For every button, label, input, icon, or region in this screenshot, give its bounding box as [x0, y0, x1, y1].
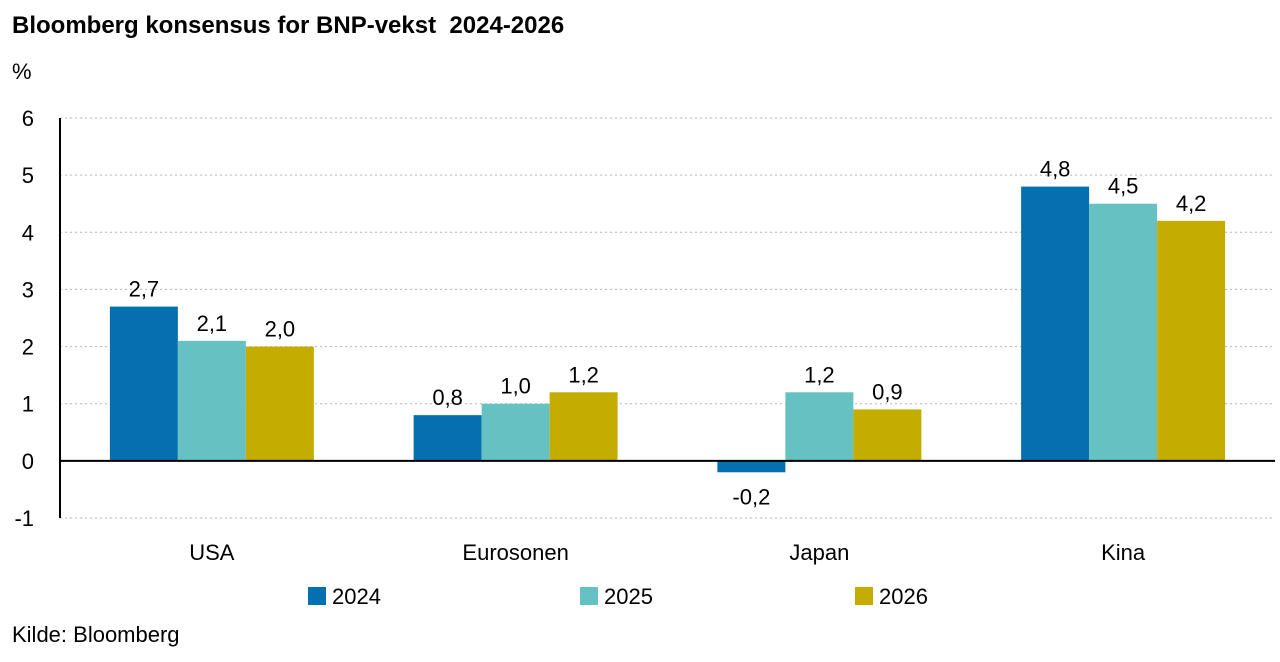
y-tick-label: 0	[22, 449, 34, 474]
y-axis-ticks: -1 0 1 2 3 4 5 6	[14, 106, 34, 531]
bar	[109, 306, 178, 461]
data-label: 0,9	[872, 379, 903, 404]
category-label: Japan	[789, 540, 849, 565]
bar	[717, 460, 786, 473]
legend: 2024 2025 2026	[308, 584, 928, 609]
data-label: 0,8	[432, 385, 463, 410]
bar	[1157, 220, 1226, 461]
source-note: Kilde: Bloomberg	[12, 622, 180, 647]
category-labels: USA Eurosonen Japan Kina	[189, 540, 1146, 565]
y-tick-label: 1	[22, 392, 34, 417]
data-label: -0,2	[732, 484, 770, 509]
bar	[549, 392, 618, 461]
legend-label: 2026	[879, 584, 928, 609]
data-label: 4,2	[1176, 191, 1207, 216]
bar	[1021, 186, 1090, 461]
data-label: 1,0	[500, 374, 531, 399]
legend-label: 2025	[604, 584, 653, 609]
bars	[109, 186, 1226, 473]
y-tick-label: 3	[22, 277, 34, 302]
legend-swatch	[308, 587, 326, 605]
y-tick-label: 5	[22, 163, 34, 188]
data-label: 2,1	[197, 311, 228, 336]
gridlines	[59, 117, 1275, 519]
category-label: Kina	[1101, 540, 1146, 565]
bar	[413, 415, 482, 461]
legend-label: 2024	[332, 584, 381, 609]
y-tick-label: 4	[22, 220, 34, 245]
y-axis-unit: %	[12, 59, 32, 84]
bar	[245, 346, 314, 461]
bar	[481, 403, 550, 461]
bar	[785, 392, 854, 461]
bar	[853, 409, 922, 461]
y-tick-label: 6	[22, 106, 34, 131]
data-label: 1,2	[804, 362, 835, 387]
chart-title: Bloomberg konsensus for BNP-vekst 2024-2…	[12, 12, 565, 39]
category-label: USA	[189, 540, 235, 565]
y-tick-label: 2	[22, 335, 34, 360]
legend-swatch	[855, 587, 873, 605]
data-label: 1,2	[568, 362, 599, 387]
y-tick-label: -1	[14, 506, 34, 531]
legend-swatch	[580, 587, 598, 605]
data-label: 2,0	[265, 317, 296, 342]
category-label: Eurosonen	[462, 540, 568, 565]
data-label: 2,7	[129, 277, 160, 302]
bar	[177, 340, 246, 461]
data-label: 4,8	[1040, 157, 1071, 182]
data-label: 4,5	[1108, 174, 1139, 199]
data-labels: 2,7 2,1 2,0 0,8 1,0 1,2 -0,2 1,2 0,9 4,8 4,5 4,2	[129, 157, 1207, 510]
bar	[1089, 203, 1158, 461]
